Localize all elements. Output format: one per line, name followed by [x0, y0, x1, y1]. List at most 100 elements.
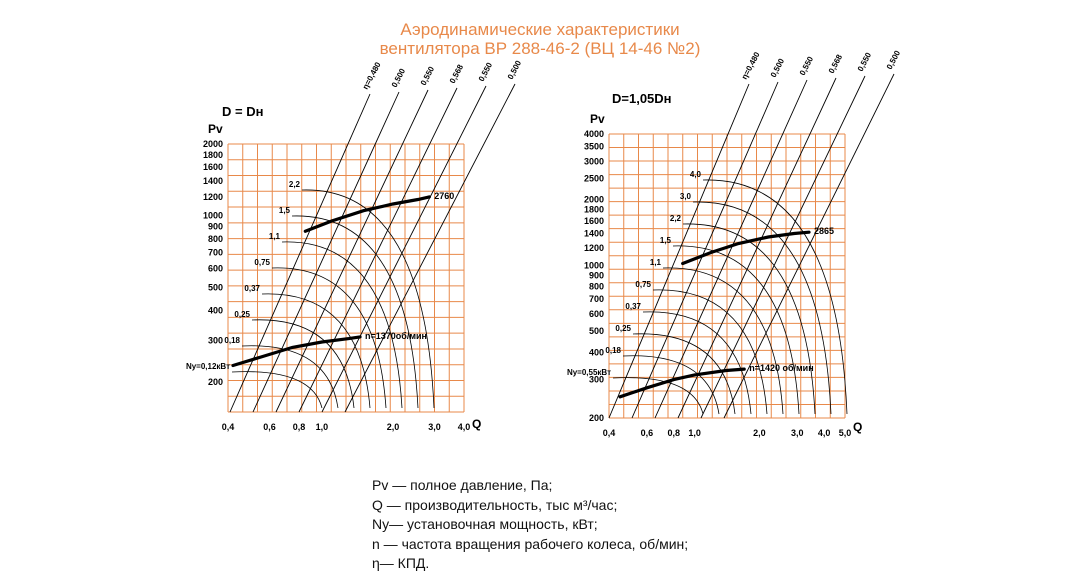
chart2-x-tick-label: 0,4: [603, 428, 616, 438]
chart2-series-label: 2865: [814, 226, 834, 236]
chart1-series-line: [231, 335, 362, 368]
chart2-efficiency-label: η=0,480: [740, 50, 762, 81]
chart1-efficiency-line: [252, 91, 400, 413]
chart1-efficiency-label: 0,500: [506, 59, 524, 81]
chart2-x-tick-label: 0,8: [668, 428, 681, 438]
chart1-x-tick-label: 2,0: [387, 422, 400, 432]
chart1-y-tick-label: 1800: [203, 150, 223, 160]
chart1-x-tick-label: 0,6: [263, 422, 276, 432]
chart2-y-tick-label: 3500: [584, 142, 604, 152]
chart2-y-tick-label: 800: [589, 282, 604, 292]
chart2-y-tick-label: 500: [589, 326, 604, 336]
chart2-y-tick-label: 4000: [584, 129, 604, 139]
chart1-y-tick-label: 500: [208, 282, 223, 292]
chart1-y-tick-label: 1000: [203, 211, 223, 221]
chart2-power-arc: [632, 333, 736, 415]
chart1-power-arc: [301, 189, 435, 409]
chart2-power-label: 4,0: [690, 170, 702, 179]
chart2-y-tick-label: 2500: [584, 174, 604, 184]
chart1-power-arc: [251, 319, 355, 409]
chart1-efficiency-label: 0,568: [448, 63, 466, 85]
chart2-x-tick-label: 2,0: [753, 428, 766, 438]
chart1-y-tick-label: 1600: [203, 162, 223, 172]
chart2-x-tick-label: 5,0: [839, 428, 852, 438]
chart2-power-arc: [682, 223, 816, 415]
chart2-efficiency-label: 0,550: [856, 51, 874, 73]
chart1-efficiency-line: [344, 83, 516, 413]
chart2-power-arc: [612, 377, 704, 415]
chart2-efficiency-label: 0,500: [769, 57, 787, 79]
chart2-power-label: Ny=0,55кВт: [567, 368, 611, 377]
chart2-y-tick-label: 400: [589, 347, 604, 357]
chart-title-line-2: вентилятора ВР 288-46-2 (ВЦ 14-46 №2): [379, 39, 701, 58]
chart1-series-label: 2760: [434, 191, 454, 201]
chart2-power-label: 0,37: [625, 302, 641, 311]
chart1-power-arc: [241, 345, 339, 409]
chart2-power-label: 2,2: [670, 214, 682, 223]
chart1-efficiency-label: 0,550: [419, 65, 437, 87]
chart2-efficiency-line: [723, 73, 895, 419]
chart2-y-tick-label: 900: [589, 270, 604, 280]
chart2-efficiency-label: 0,568: [827, 53, 845, 75]
chart2-x-tick-label: 1,0: [688, 428, 701, 438]
chart2-series-label: n=1420 об/мин: [749, 363, 813, 373]
chart2-efficiency-line: [608, 83, 750, 419]
chart2-y-tick-label: 1200: [584, 243, 604, 253]
chart1-efficiency-line: [275, 89, 429, 413]
chart2-title: D=1,05Dн: [612, 91, 672, 106]
chart2-x-tick-label: 4,0: [818, 428, 831, 438]
chart1-y-tick-label: 400: [208, 306, 223, 316]
chart1-y-tick-label: 200: [208, 377, 223, 387]
chart2-power-arc: [652, 289, 768, 415]
chart1-power-arc: [261, 293, 371, 409]
chart2-ylabel: Pv: [590, 112, 605, 126]
chart2-power-arc: [692, 201, 832, 415]
chart2-power-label: 0,75: [635, 280, 651, 289]
chart2-y-tick-label: 300: [589, 375, 604, 385]
chart1-power-label: 2,2: [289, 180, 301, 189]
chart2-efficiency-label: 0,550: [798, 55, 816, 77]
chart1-y-tick-label: 2000: [203, 139, 223, 149]
chart2-y-tick-label: 700: [589, 294, 604, 304]
chart2-power-arc: [702, 179, 848, 415]
chart1-power-label: Ny=0,12кВт: [186, 362, 230, 371]
chart2-power-label: 0,25: [615, 324, 631, 333]
chart2-y-tick-label: 1400: [584, 229, 604, 239]
chart1-power-arc: [271, 267, 387, 409]
chart2-y-tick-label: 600: [589, 309, 604, 319]
legend-line-eta: η— КПД.: [372, 555, 430, 571]
chart2-y-tick-label: 1000: [584, 260, 604, 270]
chart2-y-tick-label: 1600: [584, 216, 604, 226]
chart2-series-line: [618, 367, 746, 399]
chart2-power-label: 1,5: [660, 236, 672, 245]
legend-line-q: Q — производительность, тыс м³/час;: [372, 496, 618, 513]
legend-block: Pv — полное давление, Па; Q — производит…: [372, 476, 688, 574]
chart2-power-arc: [642, 311, 752, 415]
chart2-efficiency-line: [700, 75, 866, 419]
chart1-efficiency-label: η=0,480: [361, 60, 383, 91]
chart1-power-label: 0,25: [234, 310, 250, 319]
chart1-x-tick-label: 4,0: [458, 422, 471, 432]
chart2-efficiency-line: [677, 77, 837, 419]
legend-line-n: n — частота вращения рабочего колеса, об…: [372, 535, 689, 552]
chart2-x-tick-label: 0,6: [641, 428, 654, 438]
legend-line-pv: Pv — полное давление, Па;: [372, 477, 553, 493]
chart1-power-label: 0,18: [224, 336, 240, 345]
chart2-efficiency-line: [631, 81, 779, 419]
chart1-power-label: 1,5: [279, 206, 291, 215]
chart1-y-tick-label: 700: [208, 248, 223, 258]
legend-line-ny: Ny— установочная мощность, кВт;: [372, 516, 598, 532]
chart2-power-label: 0,18: [605, 346, 621, 355]
chart1-y-tick-label: 800: [208, 234, 223, 244]
chart1-efficiency-label: 0,500: [390, 67, 408, 89]
chart2-y-tick-label: 3000: [584, 156, 604, 166]
chart1-x-tick-label: 3,0: [428, 422, 441, 432]
chart1-power-label: 0,75: [254, 258, 270, 267]
chart1-y-tick-label: 600: [208, 264, 223, 274]
chart2-efficiency-line: [654, 79, 808, 419]
chart1-ylabel: Pv: [208, 122, 223, 136]
chart1-x-tick-label: 0,8: [293, 422, 306, 432]
chart1-power-label: 1,1: [269, 232, 281, 241]
chart1-power-arc: [231, 371, 323, 409]
